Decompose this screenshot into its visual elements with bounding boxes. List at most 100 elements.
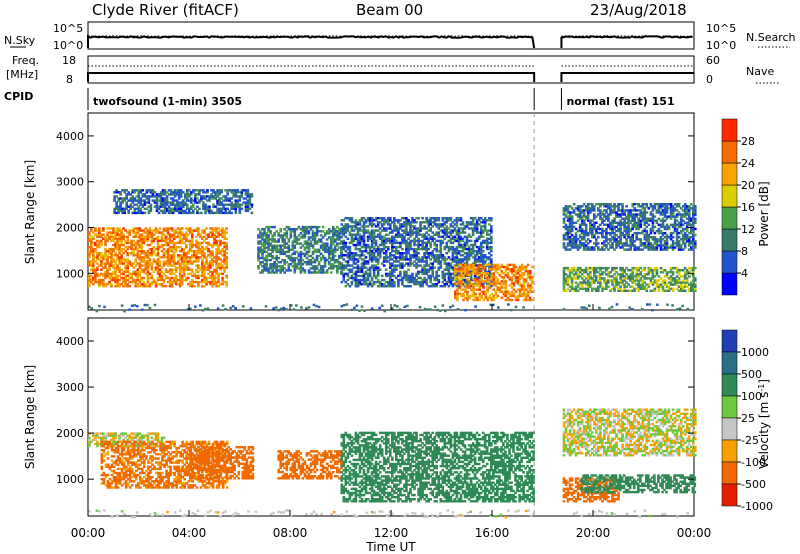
echo-cell: [677, 271, 681, 274]
echo-cell: [568, 289, 572, 292]
echo-cell: [397, 231, 400, 234]
echo-cell: [166, 260, 170, 263]
echo-cell: [374, 243, 378, 247]
echo-cell: [92, 241, 95, 245]
echo-cell: [265, 258, 268, 262]
echo-cell: [358, 229, 362, 232]
echo-cell: [384, 227, 388, 230]
echo-cell: [175, 209, 179, 213]
echo-cell: [625, 273, 628, 276]
echo-cell: [405, 270, 408, 273]
echo-cell: [362, 264, 366, 267]
echo-cell: [164, 260, 168, 263]
echo-cell: [364, 229, 368, 232]
echo-cell: [475, 219, 479, 222]
echo-cell: [126, 252, 129, 255]
echo-cell: [461, 247, 465, 251]
echo-cell: [463, 243, 467, 247]
echo-cell: [380, 250, 384, 253]
echo-cell: [376, 278, 380, 282]
echo-cell: [168, 278, 172, 282]
echo-cell: [506, 265, 510, 269]
echo-cell: [129, 203, 132, 206]
echo-cell: [331, 225, 335, 229]
echo-cell: [156, 276, 160, 280]
echo-cell: [659, 271, 663, 274]
echo-cell: [504, 274, 508, 277]
echo-cell: [174, 266, 178, 269]
echo-cell: [651, 289, 655, 292]
echo-cell: [356, 274, 360, 278]
echo-cell: [96, 268, 99, 271]
echo-cell: [122, 233, 125, 236]
echo-cell: [461, 272, 465, 276]
echo-cell: [342, 243, 346, 247]
echo-cell: [210, 195, 213, 198]
echo-cell: [152, 258, 156, 261]
echo-cell: [188, 195, 191, 198]
echo-cell: [114, 247, 117, 251]
echo-cell: [118, 227, 121, 230]
echo-cell: [673, 279, 677, 282]
echo-cell: [321, 256, 325, 260]
echo-cell: [279, 252, 282, 256]
echo-cell: [454, 294, 457, 298]
echo-cell: [405, 285, 408, 288]
echo-cell: [466, 292, 469, 295]
echo-cell: [477, 235, 481, 238]
echo-cell: [299, 271, 303, 274]
echo-cell: [669, 279, 673, 282]
echo-cell: [562, 244, 566, 247]
echo-cell: [212, 197, 215, 200]
echo-cell: [217, 252, 220, 255]
echo-cell: [356, 247, 360, 251]
echo-cell: [490, 280, 493, 284]
echo-cell: [269, 244, 272, 247]
echo-cell: [263, 242, 266, 245]
echo-cell: [437, 258, 441, 261]
echo-cell: [453, 252, 457, 255]
echo-cell: [562, 285, 566, 288]
echo-cell: [166, 237, 170, 240]
echo-cell: [447, 280, 451, 284]
echo-cell: [409, 254, 412, 257]
echo-cell: [142, 264, 146, 267]
echo-cell: [92, 266, 95, 269]
echo-cell: [164, 285, 168, 288]
echo-cell: [170, 276, 174, 280]
echo-cell: [142, 241, 146, 245]
echo-cell: [140, 285, 144, 288]
echo-cell: [150, 274, 154, 278]
echo-cell: [566, 205, 570, 208]
echo-cell: [307, 244, 311, 247]
echo-cell: [572, 289, 576, 292]
echo-cell: [160, 250, 164, 253]
echo-cell: [419, 221, 422, 224]
echo-cell: [283, 263, 286, 266]
echo-cell: [405, 258, 408, 261]
echo-cell: [514, 290, 518, 293]
echo-cell: [128, 276, 131, 280]
echo-cell: [409, 264, 412, 267]
echo-cell: [223, 252, 226, 255]
echo-cell: [108, 266, 111, 269]
echo-cell: [611, 279, 614, 282]
echo-cell: [687, 283, 691, 286]
echo-cell: [455, 250, 459, 253]
echo-cell: [213, 274, 216, 278]
echo-cell: [376, 223, 380, 226]
echo-cell: [564, 279, 568, 282]
echo-cell: [299, 232, 303, 235]
echo-cell: [510, 290, 514, 293]
echo-cell: [669, 275, 673, 278]
echo-cell: [168, 280, 172, 284]
echo-cell: [150, 266, 154, 269]
echo-cell: [162, 256, 166, 259]
echo-cell: [625, 281, 628, 284]
echo-cell: [455, 274, 459, 278]
echo-cell: [635, 266, 638, 270]
echo-cell: [451, 254, 455, 257]
echo-cell: [393, 260, 396, 263]
echo-cell: [496, 294, 500, 298]
echo-cell: [236, 203, 240, 206]
